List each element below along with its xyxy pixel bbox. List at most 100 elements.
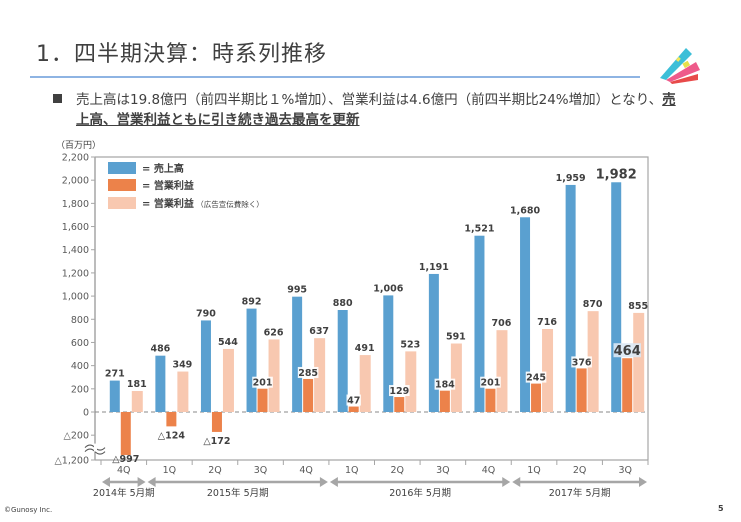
y-tick-label: 2,000 xyxy=(62,176,89,187)
period-label: 2016年 5月期 xyxy=(389,487,451,499)
y-tick-label: 1,200 xyxy=(62,268,89,279)
bar-revenue xyxy=(565,184,576,412)
data-label-bg xyxy=(297,366,319,378)
data-label: 285 xyxy=(298,368,318,379)
bar-operating-profit-ex-ad xyxy=(222,348,234,412)
period-arrow-head-right xyxy=(319,477,328,487)
x-tick-label: 3Q xyxy=(436,465,450,476)
x-tick-label: 4Q xyxy=(117,465,131,476)
data-label: 995 xyxy=(287,285,307,296)
period-arrow-head-left xyxy=(329,477,338,487)
bullet-marker xyxy=(53,94,62,103)
page-title: 1．四半期決算：時系列推移 xyxy=(36,42,327,67)
legend-swatch xyxy=(108,179,136,191)
data-label: 376 xyxy=(572,357,592,368)
legend-swatch xyxy=(108,197,136,209)
bar-operating-profit xyxy=(120,412,131,455)
bar-revenue xyxy=(200,320,211,412)
x-tick-label: 3Q xyxy=(618,465,632,476)
data-label: 491 xyxy=(355,343,375,354)
y-tick-label: 1,800 xyxy=(62,199,89,210)
bar-operating-profit-ex-ad xyxy=(177,371,189,412)
data-label-bg xyxy=(525,371,547,383)
period-arrow-head-left xyxy=(512,477,521,487)
cards-logo-icon xyxy=(660,48,700,84)
bar-revenue xyxy=(109,380,120,412)
data-label: 892 xyxy=(242,297,262,308)
title-underline xyxy=(30,76,640,78)
data-label: 1,191 xyxy=(419,262,449,273)
data-label-bg xyxy=(252,376,273,388)
data-label: 870 xyxy=(583,299,603,310)
x-tick-label: 3Q xyxy=(254,465,268,476)
bar-operating-profit-ex-ad xyxy=(359,355,371,412)
data-label: 1,959 xyxy=(556,173,586,184)
data-label-bg xyxy=(480,376,501,388)
bar-operating-profit xyxy=(485,388,496,412)
bar-operating-profit xyxy=(166,412,177,427)
data-label: 1,006 xyxy=(373,283,403,294)
data-label: 706 xyxy=(492,318,512,329)
bar-operating-profit-ex-ad xyxy=(450,343,462,412)
period-arrow-head-right xyxy=(502,477,511,487)
data-label: 245 xyxy=(526,373,546,384)
bar-operating-profit xyxy=(394,397,405,412)
period-arrow-head-left xyxy=(147,477,156,487)
y-tick-label: 2,200 xyxy=(62,153,89,164)
page-number: 5 xyxy=(718,504,724,513)
bar-operating-profit-ex-ad xyxy=(587,311,599,412)
legend-swatch xyxy=(108,162,136,174)
y-tick-label: 0 xyxy=(83,408,89,419)
data-label-bg xyxy=(346,394,361,406)
y-tick-label: 1,400 xyxy=(62,245,89,256)
bar-revenue xyxy=(520,217,531,412)
data-label: 129 xyxy=(389,386,409,397)
data-label: 855 xyxy=(628,301,648,312)
legend-label: = 売上高 xyxy=(142,162,184,175)
period-arrow-head-right xyxy=(639,477,647,487)
period-arrow-head-right xyxy=(137,477,146,487)
data-label: 591 xyxy=(446,331,466,342)
copyright: ©Gunosy Inc. xyxy=(4,506,53,514)
x-tick-label: 1Q xyxy=(527,465,541,476)
data-label-bg xyxy=(434,378,456,390)
axis-break-gap xyxy=(94,443,97,452)
period-arrow-head-left xyxy=(102,477,110,487)
bar-operating-profit-ex-ad xyxy=(131,391,143,412)
data-label: 47 xyxy=(347,396,360,407)
bar-operating-profit-ex-ad xyxy=(314,338,326,412)
data-label: 181 xyxy=(127,379,147,390)
x-tick-label: 2Q xyxy=(208,465,222,476)
data-label: △997 xyxy=(112,454,139,465)
x-tick-label: 2Q xyxy=(573,465,587,476)
bar-operating-profit-ex-ad xyxy=(496,330,508,412)
bar-operating-profit xyxy=(211,412,222,432)
y-tick-label: 200 xyxy=(71,384,89,395)
x-tick-label: 2Q xyxy=(391,465,405,476)
data-label: 716 xyxy=(537,317,557,328)
data-label: 349 xyxy=(172,360,192,371)
y-tick-label: 1,600 xyxy=(62,222,89,233)
x-tick-label: 4Q xyxy=(299,465,313,476)
data-label: 544 xyxy=(218,337,238,348)
period-label: 2014年 5月期 xyxy=(93,487,155,499)
bar-operating-profit-ex-ad xyxy=(405,351,417,412)
bar-operating-profit xyxy=(576,368,587,412)
legend-note: （広告宣伝費除く） xyxy=(194,199,264,209)
summary-emphasis: 売上高、営業利益ともに引き続き過去最高を更新 xyxy=(76,92,676,128)
y-tick-label: 400 xyxy=(71,361,89,372)
legend-label: = 営業利益 xyxy=(142,179,194,192)
data-label: 486 xyxy=(150,344,170,355)
y-tick-label: △1,200 xyxy=(54,456,89,467)
y-tick-label: △200 xyxy=(64,431,89,442)
bar-revenue xyxy=(383,295,394,412)
data-label: 523 xyxy=(400,339,420,350)
x-tick-label: 4Q xyxy=(482,465,496,476)
data-label: △172 xyxy=(203,436,230,447)
data-label: 626 xyxy=(264,327,284,338)
y-tick-label: 1,000 xyxy=(62,292,89,303)
bar-operating-profit xyxy=(348,406,359,412)
y-tick-label: 800 xyxy=(71,315,89,326)
summary-text: 売上高は19.8億円（前四半期比１%増加）、営業利益は4.6億円（前四半期比24… xyxy=(76,90,686,130)
